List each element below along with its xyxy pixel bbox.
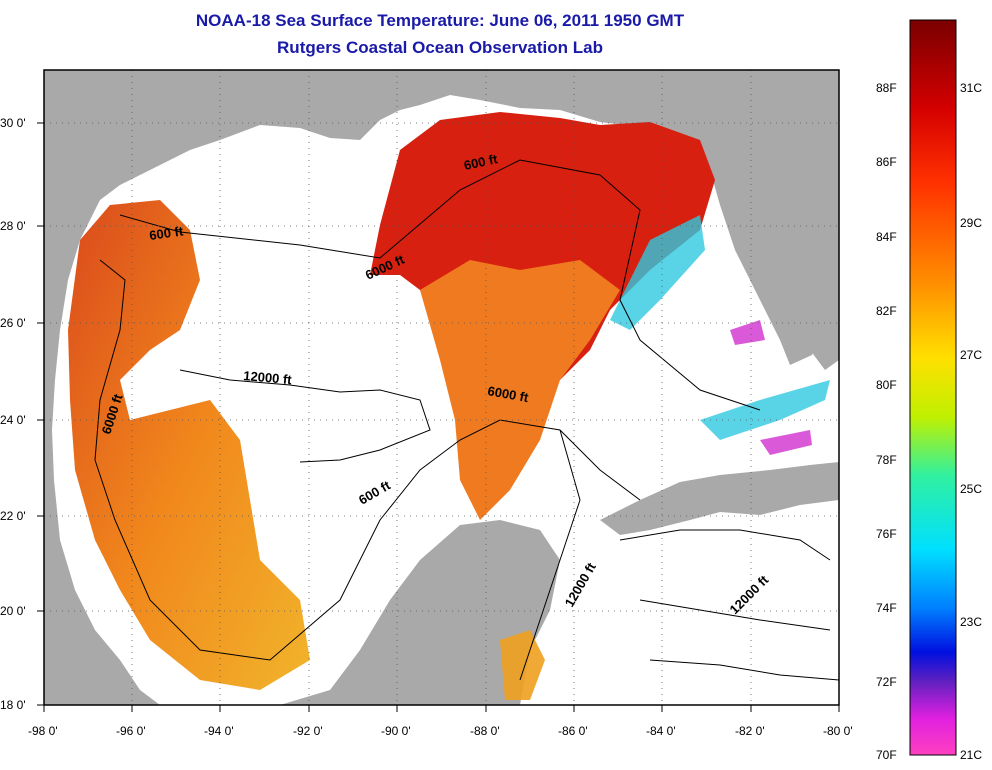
lon-tick-label: -86 0' <box>558 724 588 738</box>
colorbar-f-label: 82F <box>876 304 897 318</box>
land-florida <box>760 70 839 370</box>
colorbar-f-label: 80F <box>876 378 897 392</box>
sst-magenta-patches <box>730 320 812 455</box>
sst-south-patch <box>500 630 545 700</box>
lon-tick-label: -90 0' <box>381 724 411 738</box>
colorbar-c-label: 21C <box>960 748 983 762</box>
land-yucatan <box>280 520 560 705</box>
colorbar-f-label: 78F <box>876 453 897 467</box>
contour-label: 6000 ft <box>486 383 530 405</box>
sst-western-gulf <box>68 200 310 690</box>
bathymetry-contours <box>94 159 839 681</box>
colorbar-c-label: 25C <box>960 482 983 496</box>
land-us <box>44 70 839 705</box>
sst-cool-patches <box>610 215 830 440</box>
contour-label: 600 ft <box>148 223 184 243</box>
lat-tick-label: 26 0' <box>0 316 26 330</box>
lon-tick-label: -98 0' <box>28 724 58 738</box>
sst-central-gulf <box>420 260 620 520</box>
map-title: NOAA-18 Sea Surface Temperature: June 06… <box>195 11 685 30</box>
lat-tick-label: 22 0' <box>0 509 26 523</box>
map-subtitle: Rutgers Coastal Ocean Observation Lab <box>277 38 603 57</box>
land-cuba <box>600 462 839 535</box>
map-gridlines <box>44 70 839 705</box>
colorbar <box>909 19 957 756</box>
lat-tick-label: 28 0' <box>0 219 26 233</box>
lon-tick-label: -80 0' <box>823 724 853 738</box>
lat-tick-label: 20 0' <box>0 604 26 618</box>
lon-tick-label: -94 0' <box>204 724 234 738</box>
lat-tick-label: 24 0' <box>0 413 26 427</box>
colorbar-c-label: 31C <box>960 81 983 95</box>
colorbar-c-label: 29C <box>960 216 983 230</box>
lon-tick-label: -84 0' <box>646 724 676 738</box>
colorbar-f-label: 72F <box>876 675 897 689</box>
colorbar-f-label: 88F <box>876 81 897 95</box>
colorbar-f-label: 86F <box>876 155 897 169</box>
lat-tick-label: 30 0' <box>0 116 26 130</box>
colorbar-c-label: 27C <box>960 348 983 362</box>
lat-tick-label: 18 0' <box>0 698 26 712</box>
contour-label: 12000 ft <box>243 368 293 387</box>
colorbar-f-label: 70F <box>876 748 897 762</box>
map-frame <box>43 69 840 706</box>
contour-label: 600 ft <box>463 151 500 173</box>
lon-tick-label: -82 0' <box>735 724 765 738</box>
lon-tick-label: -92 0' <box>293 724 323 738</box>
colorbar-f-label: 76F <box>876 527 897 541</box>
lon-tick-label: -88 0' <box>470 724 500 738</box>
colorbar-f-label: 84F <box>876 230 897 244</box>
lon-tick-label: -96 0' <box>116 724 146 738</box>
colorbar-c-label: 23C <box>960 615 983 629</box>
colorbar-f-label: 74F <box>876 601 897 615</box>
